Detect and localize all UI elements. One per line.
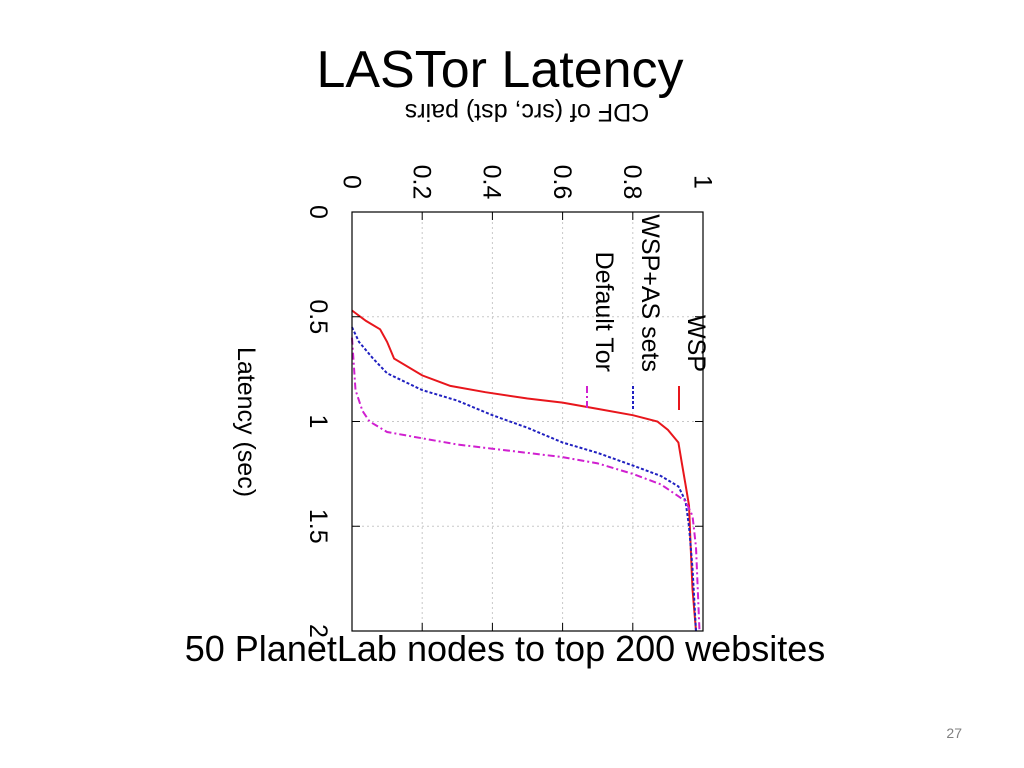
legend-label: WSP+AS sets <box>636 214 664 372</box>
x-tick-label: 2 <box>304 624 332 638</box>
y-tick-label: 0.4 <box>478 165 506 200</box>
legend-label: WSP <box>682 315 710 372</box>
x-tick-label: 0.5 <box>304 299 332 334</box>
y-tick-label: 0 <box>337 175 365 189</box>
slide-title: LASTor Latency <box>316 41 684 99</box>
tick-marks <box>351 211 704 632</box>
y-tick-labels: 0 0.2 0.4 0.6 0.8 1 <box>337 165 716 200</box>
slide-caption: 50 PlanetLab nodes to top 200 websites <box>184 628 826 669</box>
legend-label: Default Tor <box>590 252 618 372</box>
legend: WSP WSP+AS sets Default Tor <box>586 214 710 410</box>
x-tick-label: 1 <box>304 415 332 429</box>
y-axis-title: CDF of (src, dst) pairs <box>405 98 649 126</box>
x-tick-label: 1.5 <box>304 509 332 544</box>
grid-lines <box>352 212 703 631</box>
x-axis-title: Latency (sec) <box>232 347 260 497</box>
y-tick-label: 0.6 <box>548 165 576 200</box>
x-tick-labels: 0 0.5 1 1.5 2 <box>304 205 332 638</box>
page-number: 27 <box>946 725 962 741</box>
y-tick-label: 0.2 <box>407 165 435 200</box>
series-line-default-tor <box>351 337 701 632</box>
x-tick-label: 0 <box>304 205 332 219</box>
y-tick-label: 0.8 <box>618 165 646 200</box>
series-line-wsp <box>351 309 697 632</box>
series-lines <box>351 309 701 632</box>
series-line-wsp-as-sets <box>351 326 697 632</box>
y-tick-label: 1 <box>688 175 716 189</box>
